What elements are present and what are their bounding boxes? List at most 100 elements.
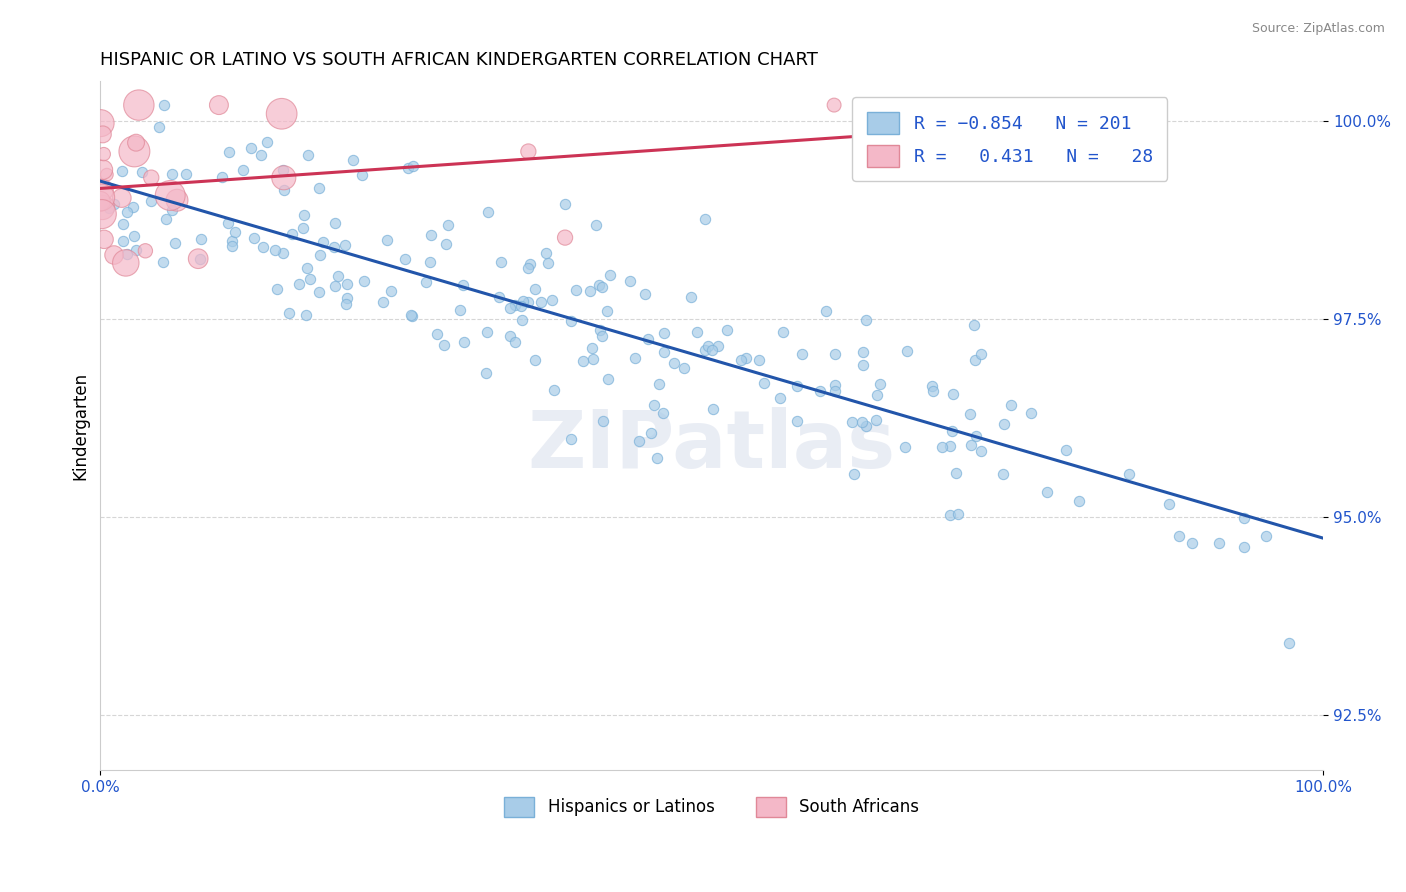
Point: [352, 168, 374, 182]
Point: [91, 183, 114, 197]
Point: [516, 260, 538, 275]
Point: [114, 256, 136, 270]
Point: [939, 439, 962, 453]
Point: [560, 433, 582, 447]
Point: [208, 98, 231, 112]
Point: [959, 407, 981, 421]
Point: [187, 252, 209, 266]
Point: [640, 426, 662, 441]
Point: [516, 295, 538, 310]
Point: [111, 163, 134, 178]
Point: [437, 218, 460, 232]
Point: [111, 235, 134, 249]
Point: [323, 279, 346, 293]
Point: [686, 325, 709, 339]
Text: Source: ZipAtlas.com: Source: ZipAtlas.com: [1251, 22, 1385, 36]
Point: [174, 167, 197, 181]
Point: [125, 136, 148, 150]
Point: [112, 217, 135, 231]
Point: [426, 327, 449, 342]
Point: [824, 377, 846, 392]
Point: [373, 295, 395, 310]
Point: [855, 419, 877, 434]
Point: [592, 414, 614, 428]
Point: [1054, 442, 1077, 457]
Point: [311, 235, 333, 249]
Point: [707, 339, 730, 353]
Point: [396, 161, 419, 175]
Point: [380, 284, 402, 298]
Point: [90, 116, 112, 130]
Point: [308, 181, 330, 195]
Point: [474, 367, 496, 381]
Point: [651, 406, 673, 420]
Point: [211, 169, 233, 184]
Point: [166, 193, 188, 207]
Point: [627, 434, 650, 449]
Point: [634, 287, 657, 301]
Point: [451, 278, 474, 293]
Point: [292, 220, 315, 235]
Text: HISPANIC OR LATINO VS SOUTH AFRICAN KINDERGARTEN CORRELATION CHART: HISPANIC OR LATINO VS SOUTH AFRICAN KIND…: [100, 51, 818, 69]
Point: [91, 201, 114, 215]
Point: [1118, 467, 1140, 482]
Point: [433, 338, 456, 352]
Point: [297, 261, 319, 276]
Point: [599, 268, 621, 283]
Point: [1181, 536, 1204, 550]
Point: [93, 147, 115, 161]
Point: [273, 183, 295, 197]
Point: [1067, 493, 1090, 508]
Point: [252, 240, 274, 254]
Point: [148, 120, 170, 135]
Point: [537, 256, 560, 270]
Point: [333, 238, 356, 252]
Point: [292, 208, 315, 222]
Point: [652, 326, 675, 341]
Point: [748, 353, 770, 368]
Point: [852, 358, 875, 372]
Point: [221, 234, 243, 248]
Point: [679, 290, 702, 304]
Point: [1256, 529, 1278, 543]
Point: [336, 277, 359, 291]
Point: [239, 141, 262, 155]
Point: [922, 384, 945, 399]
Point: [585, 218, 607, 232]
Point: [735, 351, 758, 365]
Point: [866, 387, 889, 401]
Point: [579, 285, 602, 299]
Point: [503, 334, 526, 349]
Point: [865, 413, 887, 427]
Point: [965, 352, 987, 367]
Point: [477, 204, 499, 219]
Point: [489, 255, 512, 269]
Point: [475, 325, 498, 339]
Point: [297, 148, 319, 162]
Point: [931, 440, 953, 454]
Point: [1036, 484, 1059, 499]
Point: [921, 378, 943, 392]
Point: [824, 346, 846, 360]
Point: [808, 384, 831, 398]
Point: [581, 341, 603, 355]
Point: [152, 255, 174, 269]
Point: [353, 274, 375, 288]
Text: ZIPatlas: ZIPatlas: [527, 408, 896, 485]
Point: [165, 236, 187, 251]
Point: [752, 376, 775, 391]
Point: [823, 98, 845, 112]
Point: [288, 277, 311, 291]
Point: [124, 228, 146, 243]
Point: [530, 294, 553, 309]
Point: [517, 145, 540, 159]
Point: [217, 216, 239, 230]
Point: [266, 282, 288, 296]
Point: [155, 211, 177, 226]
Point: [401, 309, 423, 323]
Point: [342, 153, 364, 168]
Point: [893, 440, 915, 454]
Point: [596, 372, 619, 386]
Point: [1278, 635, 1301, 649]
Point: [335, 297, 357, 311]
